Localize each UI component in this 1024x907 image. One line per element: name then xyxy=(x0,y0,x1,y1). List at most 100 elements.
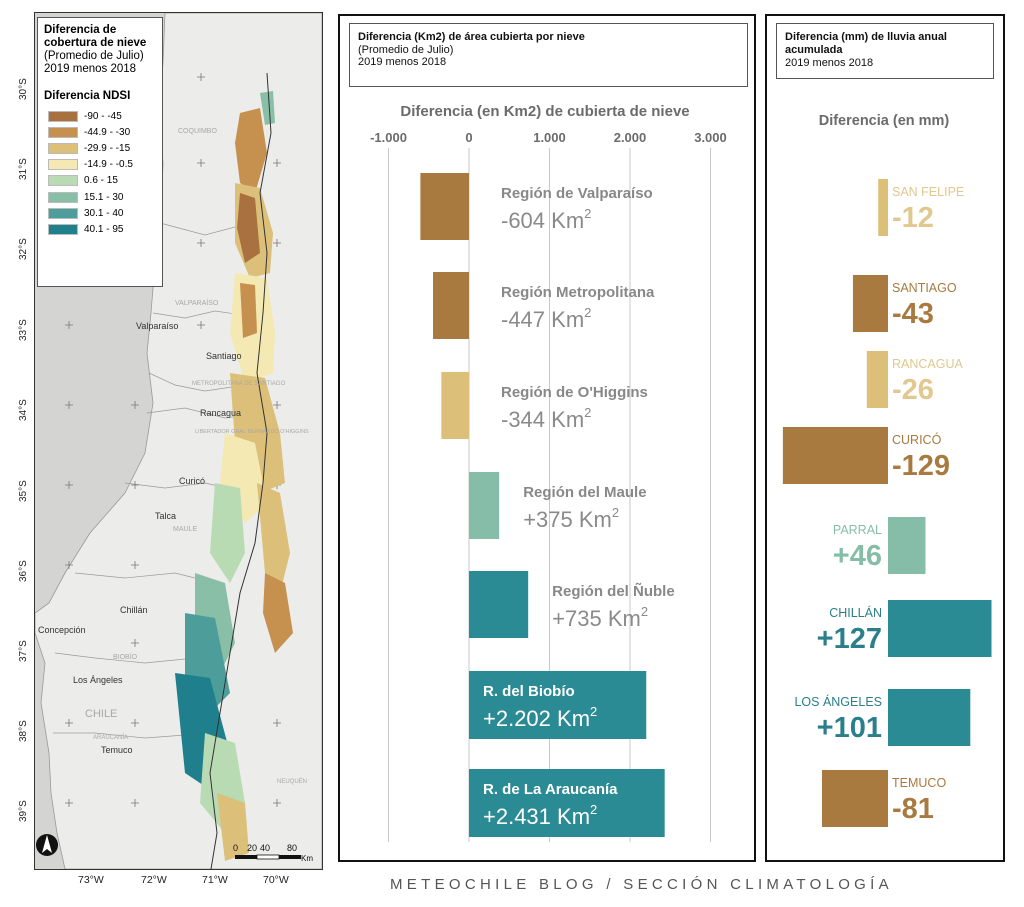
rain-value-label: -26 xyxy=(892,374,934,406)
footer-credit: METEOCHILE BLOG / SECCIÓN CLIMATOLOGÍA xyxy=(390,876,893,893)
legend-class-row: 0.6 - 15 xyxy=(44,173,156,189)
legend-swatch xyxy=(48,110,78,122)
rain-city-label: LOS ÁNGELES xyxy=(794,694,882,709)
rain-value-label: -81 xyxy=(892,793,934,825)
longitude-label: 73°W xyxy=(78,874,104,886)
snow-tick-label: 0 xyxy=(465,130,472,145)
snow-bar xyxy=(420,173,469,240)
legend-class-row: 30.1 - 40 xyxy=(44,205,156,221)
legend-class-label: 40.1 - 95 xyxy=(84,223,124,235)
region-labels: COQUIMBO VALPARAÍSO METROPOLITANA DE SAN… xyxy=(85,128,309,785)
latitude-label: 39°S xyxy=(18,800,29,822)
snow-difference-map: Valparaíso Santiago Rancagua Curicó Talc… xyxy=(34,12,323,870)
latitude-label: 35°S xyxy=(18,480,29,502)
place-talca: Talca xyxy=(155,511,176,521)
rain-value-label: +46 xyxy=(833,540,882,572)
legend-subtitle: (Promedio de Julio) xyxy=(44,50,144,62)
snow-bar xyxy=(433,272,469,339)
place-chillan: Chillán xyxy=(120,605,148,615)
region-coquimbo: COQUIMBO xyxy=(178,128,217,135)
snow-axis-title: Diferencia (en Km2) de cubierta de nieve xyxy=(400,103,689,120)
latitude-label: 34°S xyxy=(18,399,29,421)
snow-tick-label: -1.000 xyxy=(370,130,407,145)
snow-area-bar-chart: Diferencia (en Km2) de cubierta de nieve… xyxy=(370,103,727,842)
legend-class-label: 15.1 - 30 xyxy=(84,191,124,203)
legend-ndsi-title: Diferencia NDSI xyxy=(44,90,131,102)
rain-city-label: SANTIAGO xyxy=(892,281,957,295)
rain-value-label: -12 xyxy=(892,202,934,234)
latitude-label: 38°S xyxy=(18,720,29,742)
rain-bar xyxy=(888,600,992,657)
longitude-label: 71°W xyxy=(202,874,228,886)
rain-value-label: +101 xyxy=(817,712,882,744)
legend-swatch xyxy=(48,207,78,219)
rain-bar-chart: Diferencia (en mm) SAN FELIPE -12 SANTIAGO… xyxy=(782,113,992,827)
snow-bar xyxy=(441,372,469,439)
snow-region-label: Región de Valparaíso xyxy=(501,185,653,202)
legend-classes: -90 - -45 -44.9 - -30 -29.9 - -15 -14.9 - -… xyxy=(44,108,156,238)
snow-bar-labels: Región de Valparaíso -604 Km2 Región Metro… xyxy=(483,185,675,829)
rain-city-label: TEMUCO xyxy=(892,776,946,790)
rain-bar-labels: SAN FELIPE -12 SANTIAGO -43 RANCAGUA -26 CURIC… xyxy=(794,185,964,825)
rain-city-label: CHILLÁN xyxy=(829,605,882,620)
snow-bar xyxy=(469,571,529,638)
snow-tick-label: 2.000 xyxy=(614,130,647,145)
rain-bars xyxy=(782,179,992,827)
rain-value-label: -43 xyxy=(892,298,934,330)
region-neuquen: NEUQUÉN xyxy=(277,778,307,785)
snow-value-label: +2.202 Km2 xyxy=(483,704,597,731)
latitude-label: 37°S xyxy=(18,640,29,662)
snow-value-label: +735 Km2 xyxy=(552,604,648,631)
latitude-label: 33°S xyxy=(18,319,29,341)
legend-title: Diferencia de cobertura de nieve xyxy=(44,24,147,49)
scale-tick-0: 0 xyxy=(233,843,238,853)
legend-class-label: -90 - -45 xyxy=(84,110,122,122)
snow-bar xyxy=(469,769,665,837)
rain-city-label: PARRAL xyxy=(833,523,882,537)
rain-panel-header: Diferencia (mm) de lluvia anual acumulad… xyxy=(776,23,994,79)
scale-tick-80: 80 xyxy=(287,843,297,853)
rain-bar xyxy=(852,275,888,332)
scale-tick-40: 40 xyxy=(260,843,270,853)
snow-tick-label: 3.000 xyxy=(694,130,727,145)
map-legend: Diferencia de cobertura de nieve (Promed… xyxy=(37,17,163,287)
place-labels: Valparaíso Santiago Rancagua Curicó Talc… xyxy=(38,321,242,755)
snow-panel-title: Diferencia (Km2) de área cubierta por ni… xyxy=(358,31,585,43)
legend-years: 2019 menos 2018 xyxy=(44,63,137,75)
snow-region-label: Región del Ñuble xyxy=(552,582,675,600)
legend-swatch xyxy=(48,142,78,154)
legend-class-label: -44.9 - -30 xyxy=(84,126,131,138)
longitude-label: 70°W xyxy=(263,874,289,886)
snow-value-label: +375 Km2 xyxy=(523,505,619,532)
latitude-label: 30°S xyxy=(18,78,29,100)
snow-tick-label: 1.000 xyxy=(533,130,566,145)
snow-region-label: Región de O'Higgins xyxy=(501,384,648,401)
international-border xyxy=(209,72,272,869)
latitude-label: 32°S xyxy=(18,238,29,260)
snow-panel-subtitle: (Promedio de Julio) xyxy=(358,44,454,56)
rain-value-label: +127 xyxy=(817,623,882,655)
rain-city-label: SAN FELIPE xyxy=(892,185,964,199)
place-valparaiso: Valparaíso xyxy=(136,321,178,331)
scale-bar: 0 20 40 80 Km xyxy=(233,843,313,863)
snow-area-chart-panel: Diferencia (Km2) de área cubierta por ni… xyxy=(338,14,756,862)
snow-value-label: -447 Km2 xyxy=(501,305,591,332)
place-curico: Curicó xyxy=(179,476,205,486)
rain-panel-years: 2019 menos 2018 xyxy=(785,57,874,69)
latitude-label: 36°S xyxy=(18,560,29,582)
region-ohiggins: LIBERTADOR GRAL BERNARDO O'HIGGINS xyxy=(195,429,309,435)
rain-bar xyxy=(866,351,888,408)
rain-bar xyxy=(888,689,971,746)
legend-class-row: -14.9 - -0.5 xyxy=(44,157,156,173)
north-arrow-icon xyxy=(36,834,58,856)
latitude-label: 31°S xyxy=(18,158,29,180)
snow-cover-zones xyxy=(175,91,293,861)
legend-swatch xyxy=(48,159,78,171)
scale-unit: Km xyxy=(301,854,313,863)
rain-city-label: RANCAGUA xyxy=(892,357,964,371)
place-los-angeles: Los Ángeles xyxy=(73,675,123,685)
snow-value-label: +2.431 Km2 xyxy=(483,802,597,829)
snow-panel-years: 2019 menos 2018 xyxy=(358,56,447,68)
rain-bar xyxy=(888,517,926,574)
rain-chart-panel: Diferencia (mm) de lluvia anual acumulad… xyxy=(765,14,1005,862)
